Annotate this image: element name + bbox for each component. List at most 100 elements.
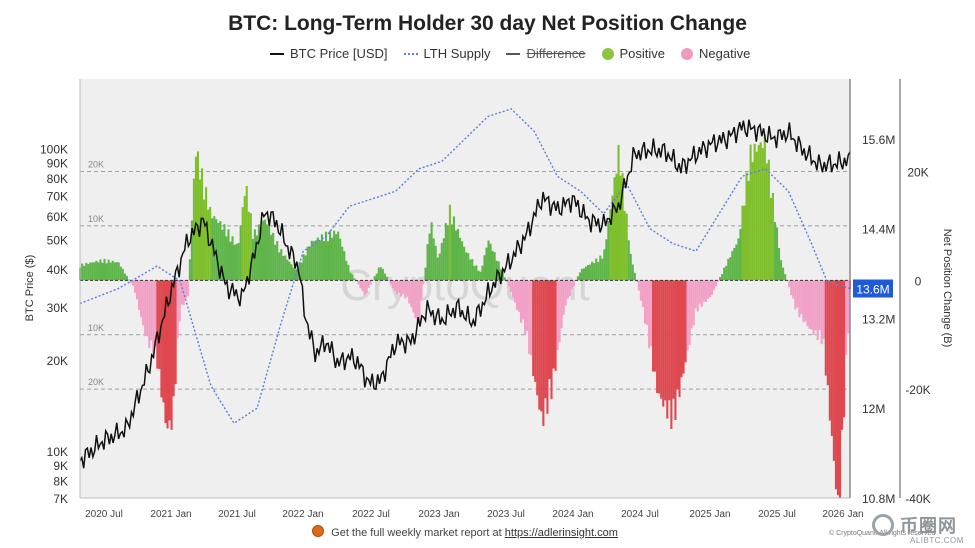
negative-bar: [156, 280, 159, 369]
footer-link[interactable]: https://adlerinsight.com: [504, 527, 618, 539]
positive-bar: [347, 264, 350, 281]
supply-current-badge: [853, 279, 893, 298]
positive-bar: [440, 242, 443, 281]
positive-bar: [467, 253, 470, 281]
positive-bar: [284, 255, 287, 281]
right-tick-label: -40K: [905, 492, 930, 506]
legend-negative-label: Negative: [699, 46, 751, 61]
legend-price-label: BTC Price [USD]: [290, 46, 388, 61]
x-tick-label: 2024 Jul: [621, 509, 659, 520]
positive-bar: [475, 265, 478, 281]
negative-bar: [418, 280, 421, 324]
positive-bar: [239, 225, 242, 281]
positive-bar: [274, 244, 277, 281]
negative-bar: [152, 280, 155, 359]
positive-bar: [767, 159, 770, 281]
legend-difference[interactable]: Difference: [506, 46, 586, 61]
positive-bar: [633, 272, 636, 281]
legend-supply[interactable]: LTH Supply: [403, 46, 490, 61]
positive-bar: [591, 261, 594, 281]
negative-bar: [180, 280, 183, 305]
negative-bar: [174, 280, 177, 385]
positive-bar: [188, 259, 191, 281]
negative-bar: [816, 280, 819, 341]
positive-bar: [247, 211, 250, 281]
positive-bar: [89, 262, 92, 281]
negative-bar: [140, 280, 143, 318]
negative-bar: [536, 280, 539, 396]
left-axis-title: BTC Price ($): [24, 255, 36, 322]
negative-bar: [564, 280, 567, 306]
positive-bar: [446, 225, 449, 281]
positive-bar: [737, 238, 740, 281]
positive-bar: [353, 278, 356, 281]
positive-bar: [454, 230, 458, 281]
positive-swatch: [601, 47, 614, 60]
legend-positive[interactable]: Positive: [601, 46, 665, 61]
positive-bar: [233, 244, 236, 281]
negative-bar: [690, 280, 693, 329]
positive-bar: [719, 276, 722, 281]
negative-bar: [832, 280, 835, 461]
positive-bar: [601, 258, 604, 281]
positive-bar: [83, 265, 86, 281]
positive-bar: [755, 151, 758, 281]
positive-bar: [343, 251, 346, 281]
positive-bar: [747, 180, 750, 281]
x-tick-label: 2026 Jan: [822, 509, 863, 520]
negative-bar: [548, 280, 551, 380]
positive-bar: [497, 261, 500, 281]
negative-bar: [550, 280, 553, 400]
left-tick-label: 9K: [53, 459, 68, 473]
supply-tick-label: 12M: [862, 402, 885, 416]
legend-price[interactable]: BTC Price [USD]: [270, 46, 388, 61]
left-tick-label: 80K: [47, 172, 68, 186]
negative-bar: [796, 280, 799, 308]
negative-bar: [398, 280, 401, 293]
left-tick-label: 70K: [47, 190, 68, 204]
negative-bar: [830, 280, 833, 436]
positive-bar: [333, 230, 336, 281]
negative-bar: [708, 280, 712, 298]
negative-bar: [513, 280, 516, 303]
positive-bar: [452, 216, 456, 281]
negative-bar: [178, 280, 181, 322]
negative-bar: [843, 280, 846, 418]
negative-bar: [643, 280, 647, 324]
negative-bar: [828, 280, 831, 421]
positive-bar: [351, 274, 354, 281]
positive-bar: [237, 243, 240, 281]
negative-bar: [150, 280, 153, 341]
negative-bar: [847, 280, 850, 334]
positive-bar: [385, 276, 388, 281]
positive-bar: [290, 264, 293, 281]
positive-bar: [235, 243, 238, 281]
negative-bar: [176, 280, 179, 339]
x-tick-label: 2021 Jan: [150, 509, 191, 520]
positive-bar: [381, 268, 384, 281]
negative-bar: [560, 280, 563, 329]
watermark-logo-icon: [872, 514, 894, 536]
right-tick-label: 0: [915, 274, 922, 288]
negative-bar: [184, 280, 187, 299]
negative-bar: [692, 280, 695, 326]
positive-bar: [304, 255, 307, 281]
positive-bar: [87, 264, 90, 281]
positive-bar: [97, 262, 100, 281]
negative-bar: [408, 280, 411, 304]
positive-bar: [753, 143, 756, 281]
x-tick-label: 2022 Jul: [352, 509, 390, 520]
negative-bar: [645, 280, 649, 325]
left-tick-label: 8K: [53, 474, 68, 488]
positive-bar: [314, 240, 317, 281]
negative-bar: [680, 280, 683, 378]
left-tick-label: 50K: [47, 234, 68, 248]
positive-bar: [777, 248, 781, 281]
negative-bar: [715, 280, 718, 287]
negative-bar: [170, 280, 173, 430]
legend-negative[interactable]: Negative: [681, 46, 750, 61]
positive-bar: [434, 245, 437, 281]
positive-bar: [113, 262, 116, 281]
negative-bar: [552, 280, 555, 369]
